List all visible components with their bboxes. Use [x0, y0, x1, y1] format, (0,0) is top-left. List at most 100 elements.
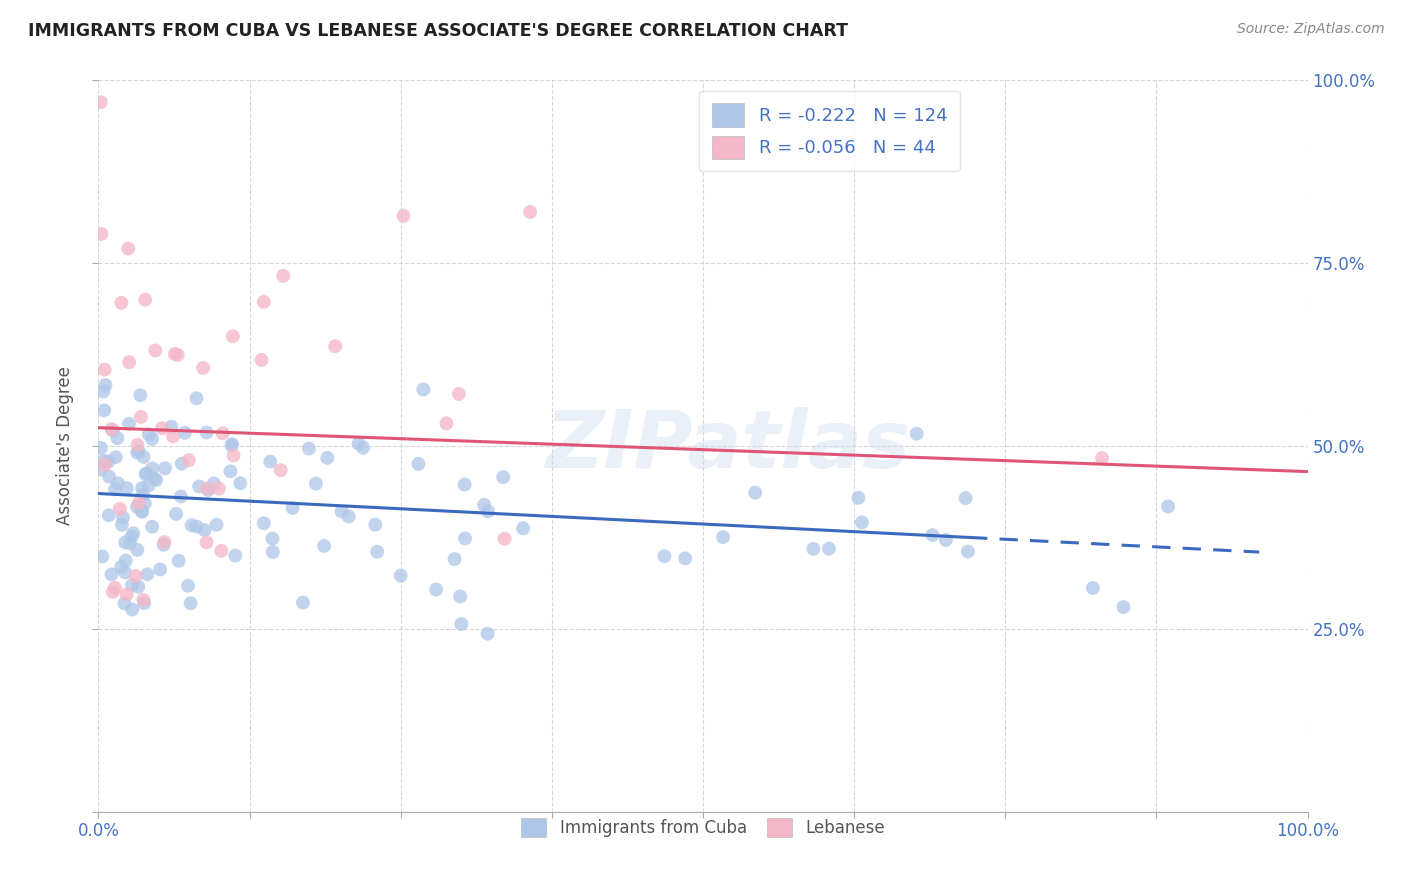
Point [122, 526, 145, 541]
Point [447, 387, 470, 401]
Point [125, 569, 148, 583]
Point [262, 545, 284, 559]
Legend: Immigrants from Cuba, Lebanese: Immigrants from Cuba, Lebanese [515, 811, 891, 844]
Point [209, 543, 232, 558]
Point [330, 504, 353, 518]
Point [149, 562, 172, 576]
Point [115, 481, 138, 495]
Point [107, 476, 129, 491]
Point [152, 538, 174, 552]
Point [134, 497, 156, 511]
Point [450, 617, 472, 632]
Point [221, 438, 243, 452]
Point [112, 510, 135, 524]
Point [494, 532, 516, 546]
Point [138, 478, 160, 492]
Point [115, 587, 138, 601]
Point [270, 463, 292, 477]
Point [194, 523, 217, 537]
Point [177, 453, 200, 467]
Point [180, 596, 202, 610]
Point [118, 417, 141, 431]
Point [131, 505, 153, 519]
Point [1081, 581, 1104, 595]
Point [127, 580, 149, 594]
Point [205, 517, 228, 532]
Point [472, 498, 495, 512]
Point [134, 293, 156, 307]
Point [271, 268, 294, 283]
Point [128, 496, 150, 510]
Point [519, 205, 541, 219]
Point [305, 476, 328, 491]
Point [136, 567, 159, 582]
Point [347, 436, 370, 450]
Point [224, 549, 246, 563]
Point [222, 329, 245, 343]
Point [131, 481, 153, 495]
Point [453, 477, 475, 491]
Point [314, 539, 336, 553]
Point [128, 444, 150, 458]
Point [104, 482, 127, 496]
Point [848, 491, 870, 505]
Point [94, 378, 117, 392]
Point [162, 429, 184, 443]
Point [654, 549, 676, 564]
Point [90, 462, 112, 476]
Point [1091, 451, 1114, 466]
Point [208, 482, 231, 496]
Point [97, 508, 120, 523]
Point [117, 242, 139, 256]
Point [412, 383, 434, 397]
Point [477, 626, 499, 640]
Point [145, 473, 167, 487]
Point [436, 417, 458, 431]
Point [141, 461, 163, 475]
Point [229, 476, 252, 491]
Point [180, 518, 202, 533]
Text: IMMIGRANTS FROM CUBA VS LEBANESE ASSOCIATE'S DEGREE CORRELATION CHART: IMMIGRANTS FROM CUBA VS LEBANESE ASSOCIA… [28, 22, 848, 40]
Point [127, 446, 149, 460]
Point [112, 596, 135, 610]
Point [202, 476, 225, 491]
Point [298, 442, 321, 456]
Point [1157, 500, 1180, 514]
Point [197, 483, 219, 497]
Point [134, 596, 156, 610]
Point [191, 360, 214, 375]
Point [100, 567, 122, 582]
Point [262, 532, 284, 546]
Point [93, 362, 115, 376]
Point [153, 461, 176, 475]
Point [141, 432, 163, 446]
Point [163, 347, 186, 361]
Point [323, 339, 346, 353]
Point [392, 209, 415, 223]
Point [259, 454, 281, 468]
Point [90, 441, 112, 455]
Text: ZIPatlas: ZIPatlas [544, 407, 910, 485]
Point [94, 458, 117, 472]
Point [131, 504, 153, 518]
Point [166, 348, 188, 362]
Point [477, 504, 499, 518]
Point [921, 528, 943, 542]
Point [170, 490, 193, 504]
Point [101, 585, 124, 599]
Point [121, 530, 143, 544]
Point [104, 450, 127, 465]
Point [114, 553, 136, 567]
Point [195, 482, 218, 496]
Point [98, 469, 121, 483]
Point [90, 95, 112, 110]
Point [186, 391, 208, 405]
Point [492, 470, 515, 484]
Point [221, 437, 243, 451]
Point [100, 422, 122, 436]
Point [110, 296, 132, 310]
Point [1112, 600, 1135, 615]
Point [132, 450, 155, 464]
Point [186, 519, 208, 533]
Point [425, 582, 447, 597]
